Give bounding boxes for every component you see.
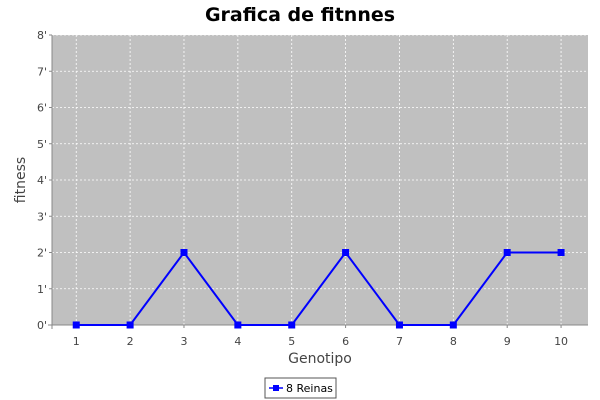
y-tick-label: 7' <box>37 65 47 78</box>
axes <box>48 35 588 329</box>
y-tick-label: 4' <box>37 174 47 187</box>
data-point <box>234 321 242 329</box>
x-tick-label: 7 <box>396 335 403 348</box>
y-tick-label: 8' <box>37 29 47 42</box>
y-tick-label: 5' <box>37 138 47 151</box>
data-point <box>180 249 188 256</box>
data-point <box>503 249 511 256</box>
data-point <box>72 321 80 329</box>
x-tick-label: 8 <box>450 335 457 348</box>
data-point <box>449 321 457 329</box>
y-tick-label: 3' <box>37 210 47 223</box>
y-axis-label: fitness <box>13 157 29 203</box>
x-tick-label: 4 <box>234 335 241 348</box>
x-tick-label: 5 <box>288 335 295 348</box>
x-tick-label: 9 <box>504 335 511 348</box>
x-tick-label: 10 <box>554 335 568 348</box>
data-point <box>126 321 134 329</box>
x-tick-label: 1 <box>73 335 80 348</box>
y-tick-label: 6' <box>37 102 47 115</box>
y-tick-label: 0' <box>37 319 47 332</box>
data-point <box>395 321 403 329</box>
y-axis-ticks: 0' 1' 2' 3' 4' 5' 6' 7' 8' <box>37 29 52 332</box>
x-axis-label: Genotipo <box>288 351 352 367</box>
data-point <box>288 321 296 329</box>
legend-marker <box>273 385 279 391</box>
legend-box <box>264 377 337 399</box>
x-tick-label: 2 <box>127 335 134 348</box>
series-line <box>76 250 562 326</box>
chart-title: Grafica de fitnnes <box>205 4 395 26</box>
y-tick-label: 1' <box>37 283 47 296</box>
x-tick-label: 3 <box>180 335 187 348</box>
y-tick-label: 2' <box>37 247 47 260</box>
x-tick-label: 6 <box>342 335 349 348</box>
x-axis-ticks: 1 2 3 4 5 6 7 8 9 10 <box>73 325 568 348</box>
grid <box>52 34 588 326</box>
data-point <box>342 249 350 256</box>
series-layer <box>72 249 565 329</box>
legend: 8 Reinas <box>264 377 337 399</box>
legend-label: 8 Reinas <box>286 382 333 395</box>
data-point <box>557 249 565 256</box>
